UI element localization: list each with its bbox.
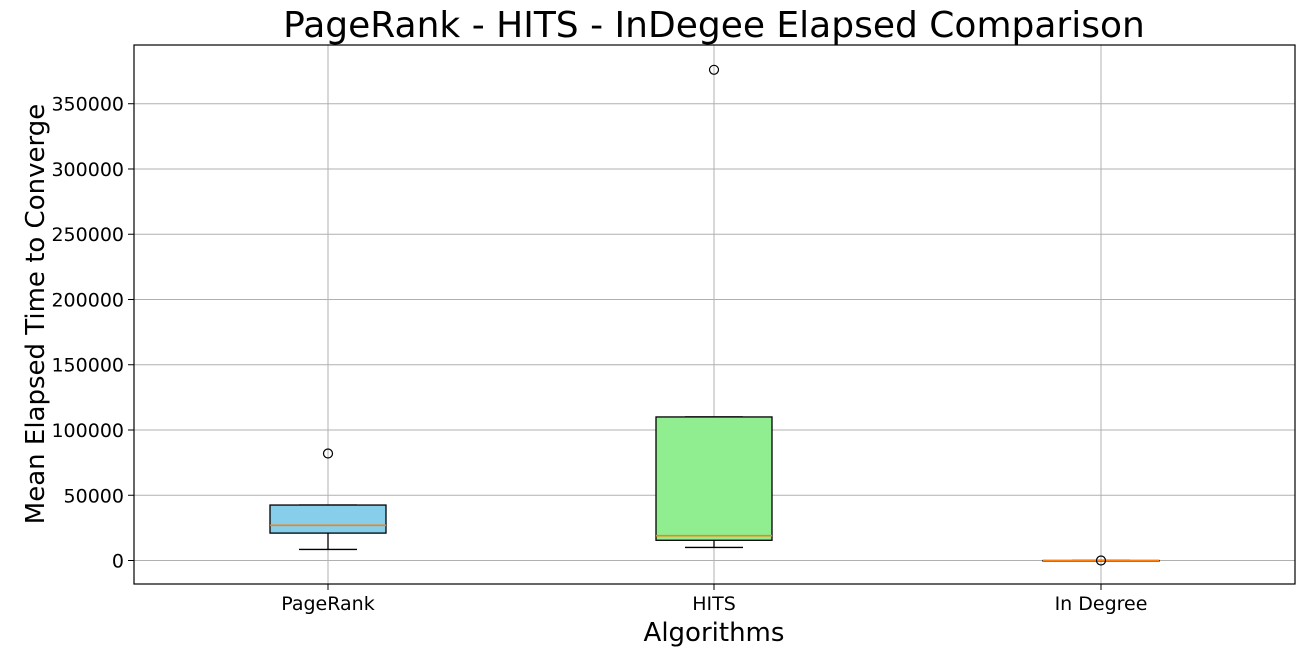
y-tick-label: 200000 bbox=[51, 289, 124, 311]
x-axis-label: Algorithms bbox=[644, 618, 785, 648]
outlier-point bbox=[1095, 555, 1107, 566]
box-body bbox=[269, 504, 387, 534]
y-tick-label: 0 bbox=[112, 551, 124, 573]
box-in-degree bbox=[1042, 555, 1160, 566]
grid-lines bbox=[134, 45, 1295, 584]
y-tick-label: 100000 bbox=[51, 420, 124, 442]
y-tick-label: 250000 bbox=[51, 224, 124, 246]
x-axis-ticks: PageRank HITS In Degree bbox=[281, 584, 1147, 615]
y-tick-label: 350000 bbox=[51, 94, 124, 116]
y-tick-label: 300000 bbox=[51, 159, 124, 181]
box-body bbox=[655, 416, 773, 541]
y-axis-ticks: 0 50000 100000 150000 200000 250000 300000 3500… bbox=[51, 94, 134, 573]
y-tick-label: 150000 bbox=[51, 355, 124, 377]
box-pagerank bbox=[269, 448, 387, 551]
box-hits bbox=[655, 64, 773, 549]
outlier-point bbox=[322, 448, 334, 459]
x-tick-label: In Degree bbox=[1055, 593, 1148, 615]
y-axis-label: Mean Elapsed Time to Converge bbox=[21, 104, 51, 524]
x-tick-label: PageRank bbox=[281, 593, 374, 615]
chart-title: PageRank - HITS - InDegee Elapsed Compar… bbox=[283, 5, 1145, 46]
x-tick-label: HITS bbox=[692, 593, 736, 615]
outlier-point bbox=[708, 64, 720, 75]
y-tick-label: 50000 bbox=[64, 485, 124, 507]
box-series bbox=[269, 64, 1160, 566]
